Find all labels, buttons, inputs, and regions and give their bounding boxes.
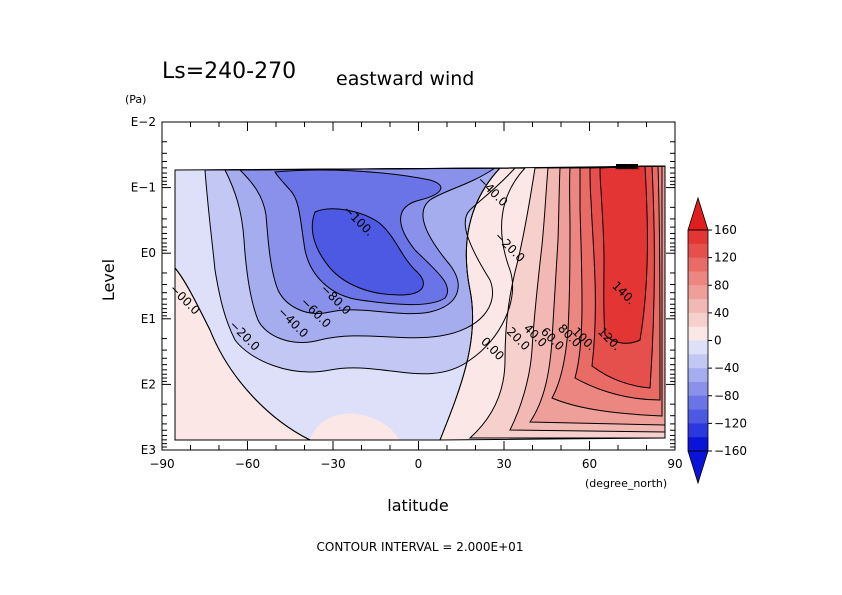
- colorbar-tick-label: −120: [714, 416, 747, 430]
- y-tick-label: E0: [141, 246, 156, 260]
- contour-region: [600, 166, 648, 344]
- contour-line: [311, 208, 424, 296]
- x-axis: −90 −60 −30 0 30 60 90: [149, 122, 683, 471]
- y-tick-label: E3: [141, 443, 156, 457]
- colorbar-band: [688, 423, 708, 438]
- colorbar-tick-label: 160: [714, 223, 737, 237]
- x-tick-label: 60: [582, 457, 597, 471]
- chart-title-right: eastward wind: [336, 68, 474, 90]
- x-tick-label: 0: [415, 457, 423, 471]
- colorbar-tick-label: −80: [714, 389, 739, 403]
- colorbar-band: [688, 243, 708, 259]
- colorbar-band: [688, 409, 708, 424]
- contour-line: [224, 167, 517, 343]
- contour-line: [589, 165, 655, 389]
- colorbar-band: [688, 257, 708, 272]
- colorbar-tick-label: 80: [714, 278, 729, 292]
- contour-line: [439, 165, 666, 441]
- contour-line: [599, 165, 648, 344]
- colorbar-band: [688, 368, 708, 383]
- contour-line: [529, 165, 666, 426]
- y-tick-label: E−1: [131, 181, 156, 195]
- y-tick-label: E1: [141, 312, 156, 326]
- x-axis-label: latitude: [387, 496, 448, 515]
- colorbar-tick-label: −40: [714, 361, 739, 375]
- contour-interval-note: CONTOUR INTERVAL = 2.000E+01: [317, 540, 524, 554]
- colorbar-tick-label: 0: [714, 334, 722, 348]
- x-tick-label: −90: [149, 457, 174, 471]
- y-tick-label: E−2: [131, 115, 156, 129]
- colorbar-band: [688, 299, 708, 314]
- x-tick-label: 90: [667, 457, 682, 471]
- contour-line: [574, 165, 661, 401]
- y-axis: E−2 E−1 E0 E1 E2 E3: [131, 115, 675, 457]
- contour-line: [204, 167, 527, 375]
- colorbar-band: [688, 354, 708, 369]
- colorbar-tick-label: 120: [714, 251, 737, 265]
- colorbar-band: [688, 230, 708, 245]
- contour-line: [468, 165, 666, 439]
- colorbar-band: [688, 395, 708, 411]
- colorbar-band: [688, 285, 708, 300]
- colorbar-bottom-arrow: [687, 450, 709, 485]
- x-tick-label: 30: [496, 457, 511, 471]
- colorbar-tick-label: 40: [714, 306, 729, 320]
- x-axis-unit: (degree_north): [585, 477, 667, 490]
- contour-region: [312, 208, 424, 295]
- colorbar-band: [688, 312, 708, 328]
- colorbar-band: [688, 271, 708, 286]
- contour-region: [175, 268, 310, 440]
- x-tick-label: −60: [235, 457, 260, 471]
- colorbar-band: [688, 437, 708, 452]
- contour-line: [238, 167, 497, 315]
- contour-line: [509, 165, 666, 433]
- colorbar-tick-label: −160: [714, 444, 747, 458]
- contour-line: [174, 266, 311, 441]
- colorbar-top-arrow: [687, 196, 709, 231]
- y-unit-label: (Pa): [125, 93, 146, 106]
- colorbar-band: [688, 381, 708, 397]
- chart-title-left: Ls=240-270: [162, 59, 296, 84]
- y-tick-label: E2: [141, 377, 156, 391]
- colorbar-band: [688, 326, 708, 341]
- x-tick-label: −30: [320, 457, 345, 471]
- contour-line: [551, 165, 663, 417]
- y-axis-label: Level: [99, 259, 118, 301]
- contour-line: [274, 169, 449, 306]
- colorbar: 160 120 80 40 0 −40 −80 −120 −160: [687, 196, 747, 485]
- colorbar-band: [688, 340, 708, 355]
- contour-region: [310, 413, 400, 440]
- contour-lines: [174, 165, 666, 441]
